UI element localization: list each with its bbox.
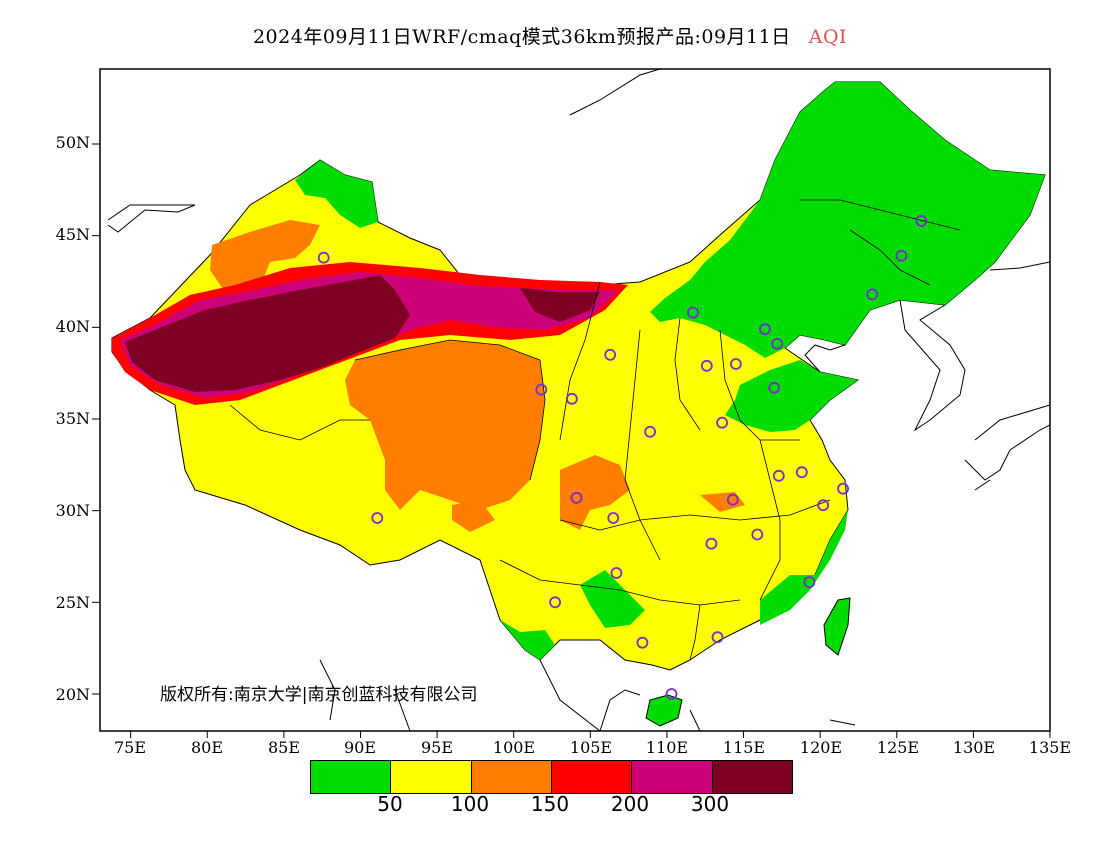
- neighbor-coastlines: [107, 69, 1050, 731]
- green-north-china-plain: [725, 360, 858, 432]
- x-tick-label: 90E: [343, 738, 377, 757]
- station-marker: [771, 337, 784, 350]
- station-marker: [604, 348, 617, 361]
- y-tick-label: 40N: [55, 317, 90, 336]
- station-marker: [837, 482, 849, 495]
- station-marker: [317, 251, 330, 264]
- x-tick-label: 135E: [1028, 738, 1072, 757]
- legend-color-box: [550, 761, 632, 793]
- green-south-yunnan: [500, 620, 555, 660]
- orange-central: [700, 492, 745, 512]
- x-tick-label: 125E: [876, 738, 920, 757]
- legend-tick-label: 150: [530, 792, 570, 816]
- orange-sichuan: [560, 455, 630, 530]
- green-north-xinjiang: [295, 160, 378, 228]
- legend-color-box: [711, 761, 792, 793]
- station-marker: [700, 359, 713, 372]
- legend-color-box: [311, 761, 391, 793]
- station-marker: [607, 512, 620, 524]
- x-tick-label: 80E: [190, 738, 224, 757]
- green-hainan: [645, 694, 683, 727]
- legend-tick-label: 300: [690, 792, 730, 816]
- station-marker: [535, 383, 548, 396]
- station-marker: [772, 469, 785, 482]
- title-variable: AQI: [808, 26, 848, 48]
- y-tick-label: 50N: [55, 133, 90, 152]
- legend-tick-label: 100: [450, 792, 490, 816]
- station-marker: [768, 381, 781, 394]
- x-tick-label: 105E: [569, 738, 613, 757]
- station-marker: [705, 537, 718, 550]
- y-tick-label: 35N: [55, 409, 90, 428]
- station-markers: [317, 215, 928, 700]
- station-marker: [915, 215, 928, 227]
- orange-tibet-qinghai: [345, 340, 545, 510]
- map-title: 2024年09月11日WRF/cmaq模式36km预报产品:09月11日 AQI: [0, 22, 1100, 49]
- province-boundaries: [229, 199, 961, 661]
- station-marker: [817, 499, 830, 512]
- darkred-taklimakan-core: [125, 275, 410, 392]
- legend-tick-label: 200: [610, 792, 650, 816]
- darkred-gobi-core: [520, 288, 600, 322]
- legend-color-box: [631, 761, 712, 793]
- y-tick-label: 25N: [55, 593, 90, 612]
- station-marker: [665, 688, 678, 700]
- station-marker: [711, 631, 724, 644]
- station-marker: [687, 306, 699, 319]
- station-marker: [566, 392, 578, 405]
- x-tick-label: 110E: [645, 738, 689, 757]
- x-tick-label: 85E: [267, 738, 301, 757]
- y-tick-label: 45N: [55, 225, 90, 244]
- map-frame: [99, 68, 1051, 732]
- station-marker: [726, 493, 739, 506]
- green-guangxi: [580, 570, 645, 628]
- station-marker: [866, 288, 879, 301]
- x-axis-ticks: [130, 731, 1051, 738]
- station-marker: [636, 636, 649, 649]
- legend-color-box: [470, 761, 551, 793]
- aqi-color-legend: [310, 760, 793, 794]
- station-marker: [751, 528, 764, 541]
- station-marker: [716, 416, 728, 429]
- y-axis-ticks: [92, 143, 100, 695]
- station-marker: [730, 358, 742, 370]
- station-marker: [570, 491, 583, 504]
- station-marker: [759, 323, 771, 336]
- orange-northwest-xinjiang: [210, 220, 320, 292]
- station-marker: [610, 567, 623, 579]
- x-tick-label: 95E: [420, 738, 454, 757]
- station-marker: [644, 425, 656, 438]
- green-taiwan: [823, 597, 851, 656]
- legend-color-box: [390, 761, 471, 793]
- station-marker: [895, 249, 908, 262]
- copyright-notice: 版权所有:南京大学|南京创蓝科技有限公司: [160, 685, 478, 705]
- x-tick-label: 100E: [492, 738, 536, 757]
- legend-tick-label: 50: [377, 792, 403, 816]
- station-marker: [549, 596, 561, 609]
- y-tick-label: 20N: [55, 685, 90, 704]
- green-southeast-coast: [760, 510, 848, 625]
- x-tick-label: 120E: [799, 738, 843, 757]
- station-marker: [371, 512, 384, 524]
- y-tick-label: 30N: [55, 501, 90, 520]
- orange-south-tibet: [452, 500, 495, 532]
- green-northeast-region: [650, 82, 1045, 358]
- title-main: 2024年09月11日WRF/cmaq模式36km预报产品:09月11日: [252, 26, 791, 48]
- station-marker: [803, 576, 816, 589]
- x-tick-label: 75E: [113, 738, 147, 757]
- x-tick-label: 130E: [952, 738, 996, 757]
- x-tick-label: 115E: [722, 738, 766, 757]
- station-marker: [795, 466, 808, 479]
